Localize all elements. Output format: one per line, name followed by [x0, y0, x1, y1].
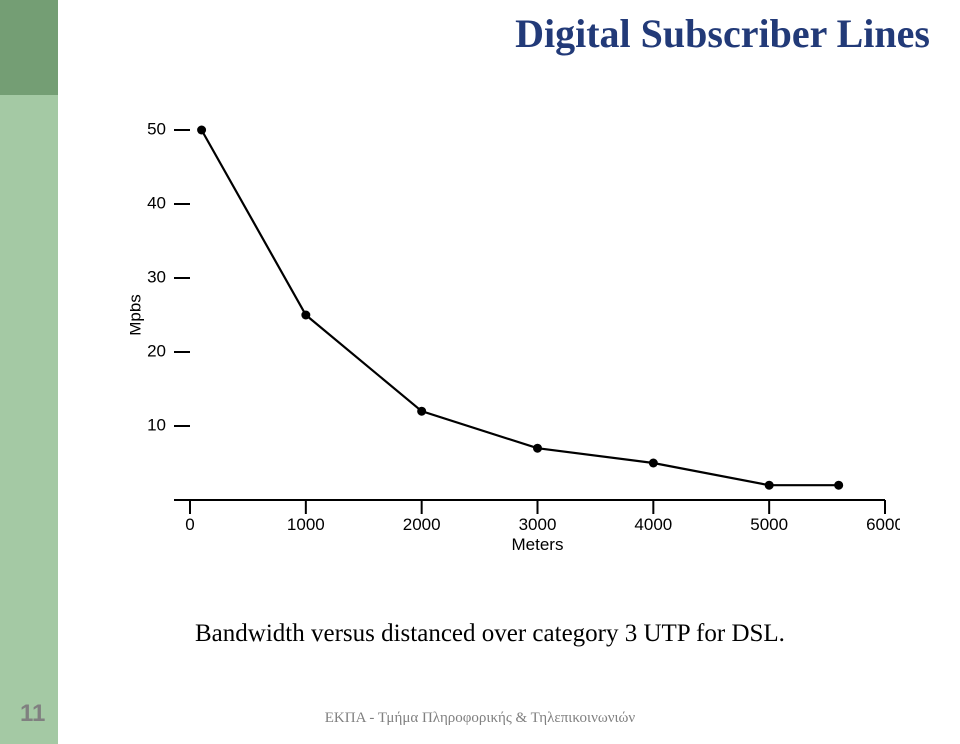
svg-text:10: 10: [147, 415, 166, 434]
x-axis-label: Meters: [512, 535, 564, 554]
data-point: [533, 444, 542, 453]
svg-text:0: 0: [185, 515, 194, 534]
chart-caption: Bandwidth versus distanced over category…: [195, 620, 785, 648]
chart-svg: 10 20 30 40 50 Mpbs 0 1000 2000 3000 4000 5000 6000 M…: [130, 120, 900, 560]
data-point: [765, 481, 774, 490]
svg-text:4000: 4000: [634, 515, 672, 534]
data-point: [301, 311, 310, 320]
slide-title: Digital Subscriber Lines: [0, 10, 940, 57]
data-point: [649, 459, 658, 468]
data-point: [197, 126, 206, 135]
svg-text:3000: 3000: [519, 515, 557, 534]
series-line: [202, 130, 839, 485]
svg-text:30: 30: [147, 267, 166, 286]
chart-container: 10 20 30 40 50 Mpbs 0 1000 2000 3000 4000 5000 6000 M…: [130, 120, 900, 560]
data-point: [834, 481, 843, 490]
footer-text: ΕΚΠΑ - Τμήμα Πληροφορικής & Τηλεπικοινων…: [0, 710, 960, 727]
y-axis-label: Mpbs: [130, 294, 144, 336]
svg-text:1000: 1000: [287, 515, 325, 534]
svg-text:40: 40: [147, 193, 166, 212]
svg-text:5000: 5000: [750, 515, 788, 534]
data-point: [417, 407, 426, 416]
svg-text:2000: 2000: [403, 515, 441, 534]
svg-text:6000: 6000: [866, 515, 900, 534]
left-sidebar-band: [0, 0, 58, 744]
svg-text:50: 50: [147, 120, 166, 138]
svg-text:20: 20: [147, 341, 166, 360]
